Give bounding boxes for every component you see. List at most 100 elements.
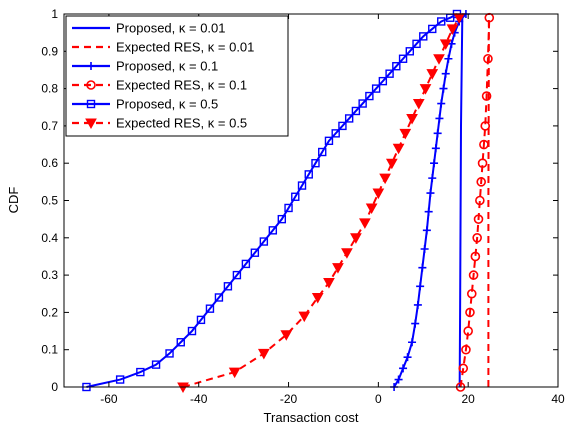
x-tick-label: -20 — [280, 392, 298, 406]
y-axis-label: CDF — [6, 187, 21, 214]
legend: Proposed, κ = 0.01 Expected RES, κ = 0.01… — [65, 15, 289, 137]
legend-label: Proposed, κ = 0.1 — [116, 59, 218, 74]
data-point — [433, 129, 442, 138]
data-point — [476, 177, 487, 187]
data-point — [439, 84, 448, 93]
data-point — [412, 39, 421, 49]
data-point — [257, 348, 270, 360]
data-point — [85, 118, 97, 130]
data-point — [416, 282, 425, 291]
data-point — [87, 62, 95, 70]
data-point — [358, 99, 367, 108]
data-point — [176, 338, 185, 347]
data-point — [422, 226, 431, 235]
data-point — [413, 300, 422, 309]
legend-label: Proposed, κ = 0.01 — [116, 21, 226, 36]
series-line — [458, 13, 464, 388]
data-point — [115, 375, 125, 384]
data-point — [430, 159, 439, 168]
data-point — [311, 158, 320, 168]
x-tick-label: -40 — [190, 392, 208, 406]
x-tick-label: 20 — [462, 392, 476, 406]
data-point — [470, 251, 481, 262]
data-point — [426, 189, 435, 198]
data-point — [291, 192, 300, 201]
legend-box — [65, 15, 289, 137]
data-point — [365, 91, 374, 101]
legend-label: Expected RES, κ = 0.1 — [116, 78, 247, 93]
data-point — [483, 53, 493, 64]
data-point — [280, 330, 293, 341]
y-tick-label: 0.1 — [41, 343, 58, 357]
legend-item: Expected RES, κ = 0.5 — [72, 116, 247, 131]
data-point — [284, 203, 293, 213]
data-point — [228, 367, 241, 379]
data-point — [331, 129, 340, 138]
series-5 — [82, 9, 462, 392]
data-point — [392, 62, 401, 71]
y-tick-label: 0.3 — [41, 268, 58, 282]
data-point — [441, 69, 450, 78]
data-point — [259, 237, 269, 246]
data-point — [250, 248, 260, 257]
series-1 — [458, 13, 464, 388]
data-point — [311, 292, 324, 304]
data-point — [406, 113, 418, 125]
data-point — [350, 233, 362, 244]
data-point — [351, 106, 361, 116]
series-4 — [455, 12, 495, 392]
axes-layer: -60 -40 -20 0 20 40 0 0.1 0.2 0.3 0.4 0.5 0.6 0.7 0.8 0… — [41, 7, 565, 406]
data-point — [371, 84, 381, 93]
data-point — [359, 218, 371, 229]
data-point — [475, 195, 485, 206]
data-point — [403, 353, 412, 362]
data-point — [365, 203, 378, 214]
legend-item: Proposed, κ = 0.01 — [72, 21, 226, 36]
data-point — [304, 170, 313, 179]
data-point — [379, 173, 391, 185]
legend-item: Expected RES, κ = 0.1 — [72, 78, 247, 93]
x-axis-label: Transaction cost — [264, 410, 359, 425]
data-point — [446, 24, 459, 35]
data-point — [424, 207, 433, 216]
data-point — [318, 147, 327, 157]
data-point — [426, 69, 439, 80]
data-point — [241, 259, 251, 269]
data-point — [151, 360, 161, 369]
data-point — [408, 338, 417, 347]
data-point — [385, 158, 398, 170]
data-point — [419, 84, 432, 95]
data-point — [481, 91, 492, 101]
data-point — [412, 99, 425, 110]
data-point — [344, 114, 354, 123]
data-point — [223, 282, 233, 291]
data-point — [435, 114, 444, 123]
x-tick-label: -60 — [100, 392, 118, 406]
data-point — [196, 315, 206, 325]
legend-item: Proposed, κ = 0.1 — [72, 59, 218, 74]
data-point — [86, 99, 96, 109]
series-3 — [390, 10, 470, 391]
data-point — [378, 76, 388, 86]
data-point — [205, 304, 215, 313]
y-tick-label: 0.6 — [41, 156, 58, 170]
data-point — [405, 47, 414, 56]
data-point — [472, 233, 482, 243]
data-point — [418, 263, 427, 272]
legend-item: Proposed, κ = 0.5 — [72, 97, 218, 112]
data-point — [461, 344, 471, 355]
y-tick-label: 0.8 — [41, 82, 58, 96]
data-point — [433, 54, 445, 65]
data-point — [277, 214, 287, 224]
series-line — [86, 13, 458, 388]
data-point — [298, 311, 311, 323]
y-tick-label: 0.2 — [41, 305, 58, 319]
y-tick-label: 0.7 — [41, 119, 58, 133]
data-point — [439, 39, 452, 50]
data-point — [431, 144, 440, 153]
data-point — [297, 181, 307, 190]
data-point — [463, 326, 473, 336]
data-point — [332, 263, 344, 274]
data-point — [338, 121, 347, 131]
